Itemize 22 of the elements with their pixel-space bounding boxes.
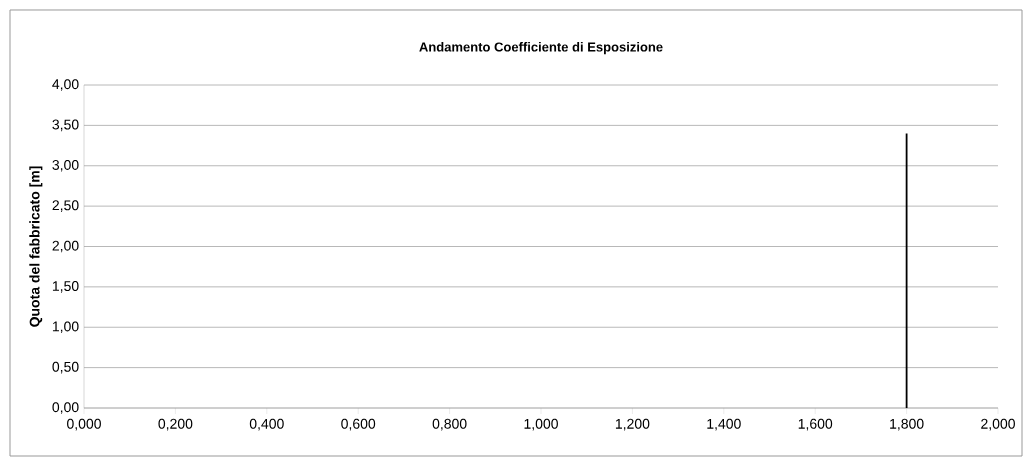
x-tick-label: 0,400 <box>249 418 284 431</box>
x-tick-label: 1,800 <box>890 418 924 431</box>
x-tick-label: 0,200 <box>158 418 193 431</box>
x-tick-label: 1,400 <box>707 418 741 431</box>
x-tick-label: 0,000 <box>67 418 101 431</box>
y-tick-label: 0,00 <box>52 402 79 414</box>
y-axis-title: Quota del fabbricato [m] <box>29 166 43 327</box>
x-tick-label: 1,000 <box>524 418 558 431</box>
y-tick-label: 1,50 <box>52 281 79 293</box>
x-tick-label: 2,000 <box>981 418 1015 431</box>
x-tick-label: 1,600 <box>798 418 833 431</box>
y-tick-label: 2,50 <box>52 200 79 212</box>
y-tick-label: 4,00 <box>52 79 79 91</box>
x-tick-label: 0,800 <box>432 418 467 431</box>
x-tick-label: 1,200 <box>615 418 650 431</box>
y-tick-label: 3,50 <box>52 119 79 132</box>
y-tick-label: 1,00 <box>52 321 79 334</box>
x-tick-label: 0,600 <box>341 418 376 431</box>
chart-title: Andamento Coefficiente di Esposizione <box>419 42 663 55</box>
y-tick-label: 2,00 <box>52 240 79 253</box>
y-tick-label: 0,50 <box>52 361 79 374</box>
y-tick-label: 3,00 <box>52 159 79 172</box>
